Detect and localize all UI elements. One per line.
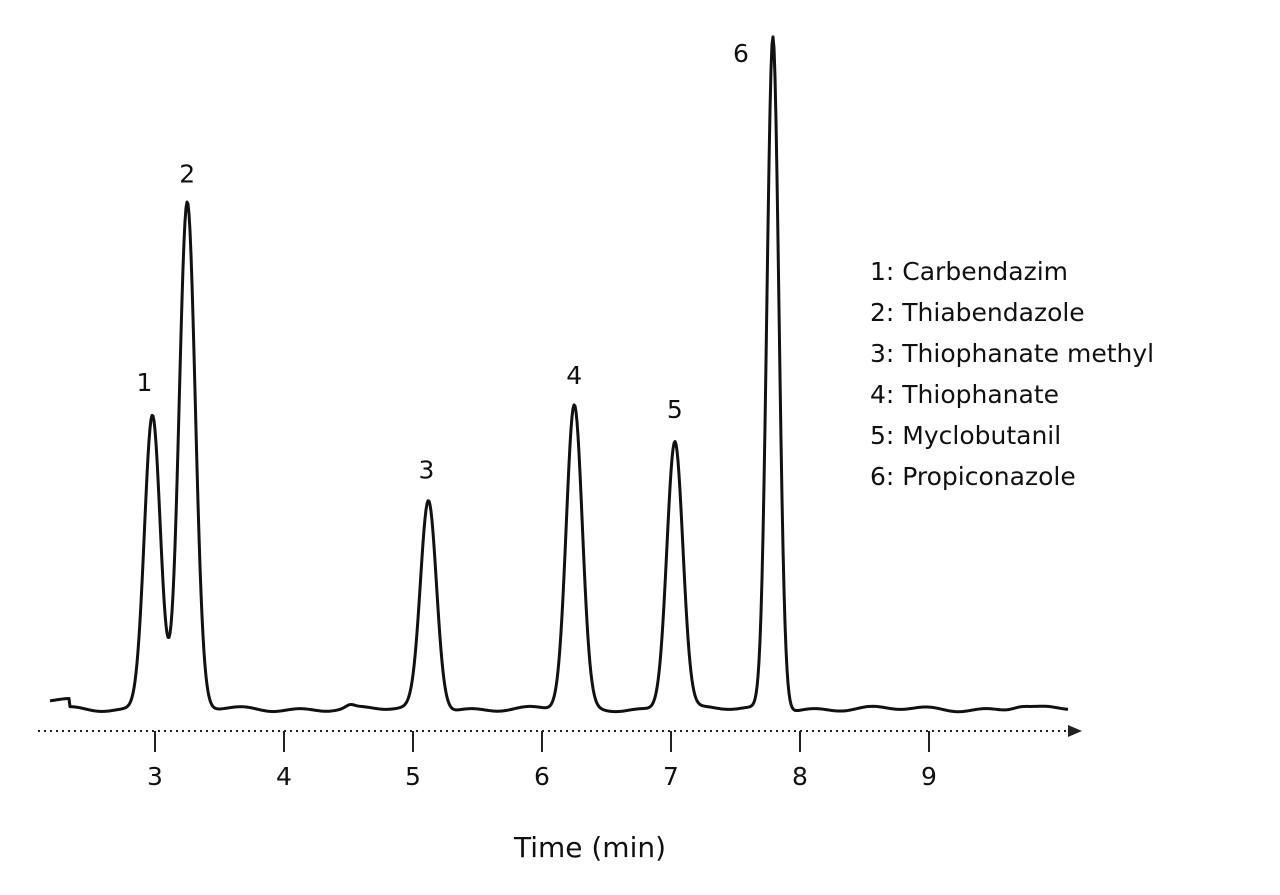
x-tick-label: 7 [663, 762, 679, 791]
legend-entry: 5: Myclobutanil [870, 421, 1061, 450]
legend-entry: 4: Thiophanate [870, 380, 1059, 409]
chromatogram-trace [49, 35, 1069, 714]
x-axis-arrowhead [1068, 725, 1082, 737]
x-tick-label: 9 [921, 762, 937, 791]
legend-entry: 1: Carbendazim [870, 257, 1068, 286]
x-tick-label: 4 [276, 762, 292, 791]
legend: 1: Carbendazim 2: Thiabendazole 3: Thiopha… [870, 257, 1154, 491]
peak-label-3: 3 [419, 455, 435, 484]
peak-label-2: 2 [179, 159, 195, 188]
peak-label-6: 6 [733, 39, 749, 68]
legend-entry: 3: Thiophanate methyl [870, 339, 1154, 368]
x-tick-label: 8 [792, 762, 808, 791]
peak-labels: 1 2 3 4 5 6 [136, 39, 748, 484]
peak-label-4: 4 [566, 361, 582, 390]
x-tick-label: 3 [147, 762, 163, 791]
peak-label-1: 1 [136, 368, 152, 397]
x-tick-label: 6 [534, 762, 550, 791]
x-tick-label: 5 [405, 762, 421, 791]
legend-entry: 2: Thiabendazole [870, 298, 1085, 327]
peak-label-5: 5 [667, 395, 683, 424]
x-axis-ticks: 3 4 5 6 7 8 9 [147, 731, 937, 791]
x-axis-title: Time (min) [513, 831, 666, 864]
legend-entry: 6: Propiconazole [870, 462, 1076, 491]
